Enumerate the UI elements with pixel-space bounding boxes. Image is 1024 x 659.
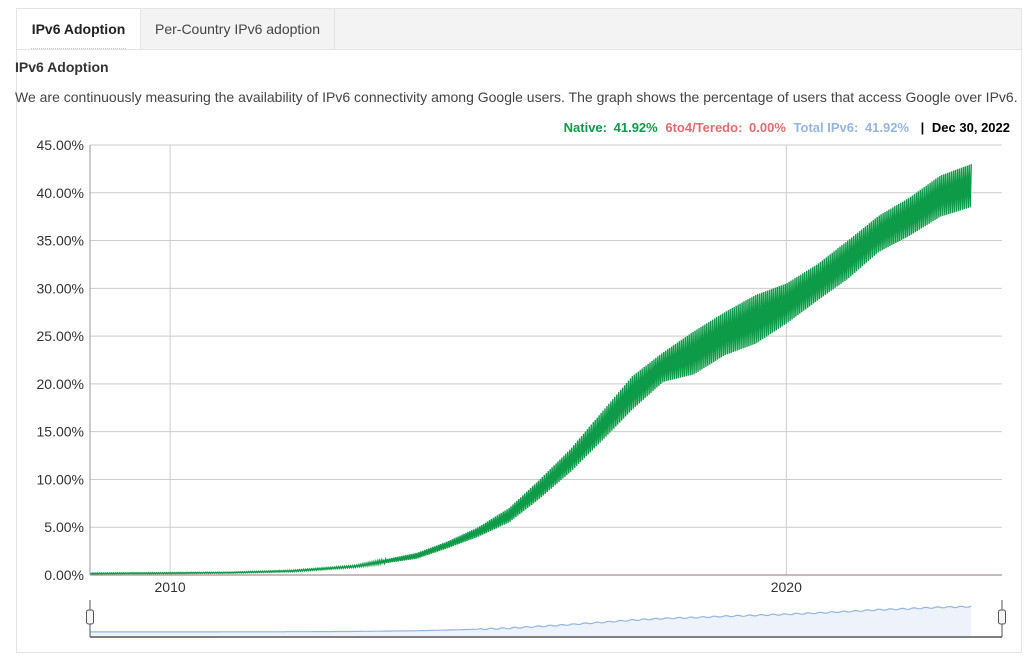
x-tick-label: 2010 [155,579,186,595]
navigator-left-handle[interactable] [86,600,94,637]
y-tick-label: 40.00% [37,185,84,201]
y-tick-label: 0.00% [44,567,84,583]
x-tick-label: 2020 [771,579,802,595]
native-series-line [89,164,972,576]
navigator-line [90,605,972,633]
y-tick-label: 10.00% [37,471,84,487]
legend-teredo-label: 6to4/Teredo: [665,120,743,135]
y-tick-label: 25.00% [37,328,84,344]
y-tick-label: 30.00% [37,280,84,296]
chart-panel: IPv6 Adoption Per-Country IPv6 adoption [16,8,1022,653]
legend-total-label: Total IPv6: [793,120,859,135]
chart-legend: Native: 41.92% 6to4/Teredo: 0.00% Total … [564,120,1010,135]
legend-native-value: 41.92% [613,120,658,135]
tab-bar: IPv6 Adoption Per-Country IPv6 adoption [17,9,1021,50]
navigator-right-handle[interactable] [998,600,1006,637]
navigator-area [90,606,972,636]
tab-underline [31,48,126,49]
legend-total-value: 41.92% [864,120,910,135]
legend-date: Dec 30, 2022 [931,120,1010,135]
y-tick-label: 45.00% [37,137,84,153]
section-title: IPv6 Adoption [15,59,109,75]
y-tick-label: 15.00% [37,424,84,440]
legend-teredo-value: 0.00% [749,120,786,135]
y-tick-label: 35.00% [37,233,84,249]
description: We are continuously measuring the availa… [15,89,1018,105]
tab-ipv6-adoption-label: IPv6 Adoption [31,21,126,37]
tab-per-country[interactable]: Per-Country IPv6 adoption [141,9,335,49]
y-tick-label: 5.00% [44,519,84,535]
tab-per-country-label: Per-Country IPv6 adoption [155,21,320,37]
y-tick-label: 20.00% [37,376,84,392]
tab-ipv6-adoption[interactable]: IPv6 Adoption [17,9,141,49]
legend-native-label: Native: [563,120,607,135]
legend-separator: | [920,120,925,135]
